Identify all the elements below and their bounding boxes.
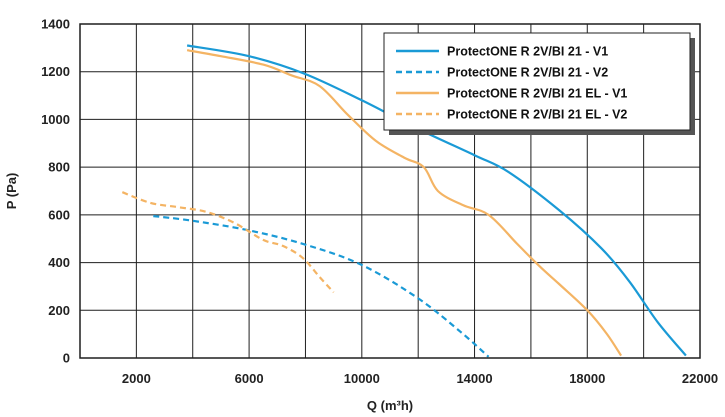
series-lines <box>121 44 687 358</box>
x-tick-label: 22000 <box>682 371 718 386</box>
x-axis-title: Q (m³h) <box>367 398 413 413</box>
y-tick-label: 200 <box>48 303 70 318</box>
y-tick-label: 1400 <box>41 17 70 32</box>
plot-frame <box>79 23 701 359</box>
y-tick-label: 0 <box>63 351 70 366</box>
y-tick-label: 1200 <box>41 64 70 79</box>
legend-label-1: ProtectONE R 2V/BI 21 - V1 <box>447 45 608 59</box>
legend-box <box>383 32 691 131</box>
y-tick-label: 600 <box>48 207 70 222</box>
x-tick-label: 2000 <box>122 371 151 386</box>
x-tick-labels: 2000 6000 10000 14000 18000 22000 <box>122 371 718 386</box>
y-tick-labels: 0 200 400 600 800 1000 1200 1400 <box>41 17 70 366</box>
axes <box>79 23 701 359</box>
y-tick-label: 400 <box>48 255 70 270</box>
legend-label-2: ProtectONE R 2V/BI 21 - V2 <box>447 66 608 80</box>
series-line-3 <box>186 49 623 357</box>
series-line-2 <box>153 215 490 358</box>
y-tick-label: 800 <box>48 160 70 175</box>
x-tick-label: 6000 <box>235 371 264 386</box>
x-tick-label: 18000 <box>569 371 605 386</box>
x-tick-label: 14000 <box>456 371 492 386</box>
y-axis-title: P (Pa) <box>4 173 19 210</box>
legend: ProtectONE R 2V/BI 21 - V1 ProtectONE R 2… <box>383 32 695 135</box>
y-tick-label: 1000 <box>41 112 70 127</box>
series-line-1 <box>186 44 687 357</box>
series-line-4 <box>121 191 335 294</box>
legend-label-4: ProtectONE R 2V/BI 21 EL - V2 <box>447 108 627 122</box>
legend-label-3: ProtectONE R 2V/BI 21 EL - V1 <box>447 87 627 101</box>
x-tick-label: 10000 <box>344 371 380 386</box>
